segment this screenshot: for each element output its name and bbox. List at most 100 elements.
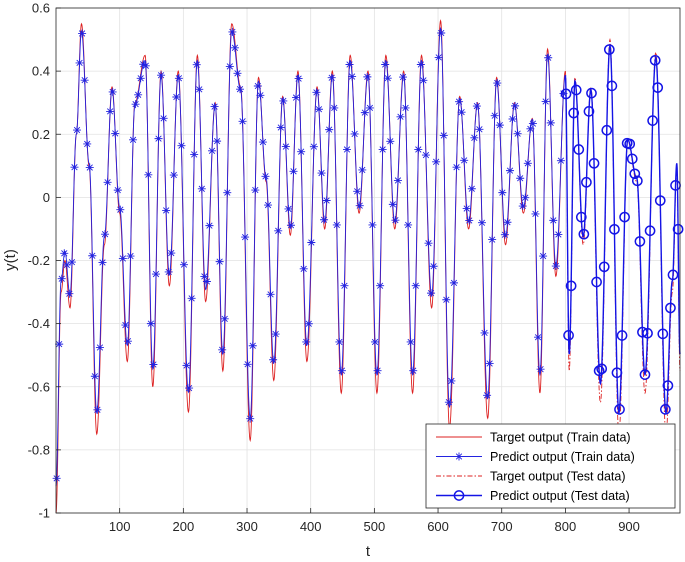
predict-train-point [521,193,530,202]
predict-train-point [554,230,563,239]
predict-train-point [197,184,206,193]
predict-test-point [563,330,574,341]
predict-train-point [452,163,461,172]
predict-test-point [568,107,580,119]
predict-train-point [322,196,331,205]
legend-entry: Predict output (Train data) [490,450,635,464]
x-tick-label: 300 [236,519,258,534]
predict-train-point [302,337,311,346]
predict-train-point [429,262,438,271]
predict-test-point [578,228,590,240]
predict-train-point [136,74,145,83]
predict-train-point [500,230,509,239]
predict-test-point [637,326,648,338]
predict-train-point [460,156,469,165]
predict-train-point [526,124,535,133]
predict-train-point [309,142,318,151]
predict-train-point [411,281,420,290]
predict-train-point [330,103,339,112]
predict-train-point [116,205,125,214]
predict-train-point [139,60,148,69]
predict-train-point [274,226,283,235]
predict-train-point [90,372,99,381]
predict-train-point [556,156,565,165]
predict-train-point [393,176,402,185]
predict-train-point [317,169,326,178]
predict-train-point [253,82,262,90]
predict-train-point [549,216,558,225]
predict-train-point [437,29,446,38]
predict-train-point [269,355,278,364]
predict-train-point [210,102,219,111]
predict-train-point [190,150,199,159]
predict-test-point [583,106,595,117]
predict-train-point [358,165,367,174]
predict-test-point [593,365,605,377]
predict-test-point [560,88,572,100]
predict-test-point [614,404,625,415]
x-tick-label: 200 [172,519,194,534]
predict-train-point [294,74,303,83]
predict-train-point [424,239,433,248]
predict-test-point [667,269,679,281]
predict-train-point [447,376,456,385]
predict-train-point [121,321,130,330]
predict-train-point [228,27,237,36]
predict-train-point [396,112,405,121]
predict-train-point [414,145,423,154]
predict-train-point [60,249,69,258]
predict-train-point [62,260,71,269]
predict-train-point [101,230,110,239]
y-tick-label: -0.8 [28,442,50,457]
predict-train-point [213,137,222,146]
predict-train-point [432,157,441,166]
predict-test-point [665,302,676,314]
predict-train-point [381,60,390,69]
predict-train-point [498,188,507,197]
predict-train-point [551,262,560,271]
predict-train-point [113,186,122,195]
x-tick-label: 500 [364,519,386,534]
predict-train-point [340,281,349,290]
predict-train-point [348,72,357,81]
predict-train-point [225,62,234,71]
predict-train-point [513,129,522,138]
predict-test-point [611,367,623,379]
predict-test-point [603,44,615,55]
predict-train-point [65,289,74,298]
predict-train-point [365,103,374,112]
predict-test-point [657,328,669,340]
predict-train-point [258,138,267,147]
predict-train-point [345,60,354,69]
predict-train-point [399,73,408,82]
predict-train-point [187,294,196,303]
x-tick-label: 600 [427,519,449,534]
predict-train-point [462,204,471,213]
predict-test-point [606,80,618,92]
predict-train-point [108,87,117,96]
legend-box [425,423,676,509]
predict-train-point [195,85,204,94]
predict-train-point [55,340,64,349]
predict-train-point [95,343,104,352]
predict-train-point [485,359,494,368]
predict-train-point [123,337,132,346]
predict-train-point [154,134,163,143]
predict-train-point [307,238,316,247]
predict-train-point [157,71,166,80]
legend-entry: Predict output (Test data) [490,489,630,503]
predict-train-point [111,129,120,138]
predict-train-point [129,135,138,144]
predict-train-point [223,188,232,197]
predict-train-point [511,101,520,110]
predict-train-point [144,170,153,179]
y-axis-label: y(t) [2,249,19,271]
predict-train-point [483,391,492,400]
predict-train-point [279,96,288,105]
y-tick-label: 0.2 [32,127,50,142]
predict-train-point [159,114,168,123]
y-tick-label: 0.6 [32,1,50,16]
predict-train-point [205,221,214,230]
predict-train-point [503,218,512,227]
